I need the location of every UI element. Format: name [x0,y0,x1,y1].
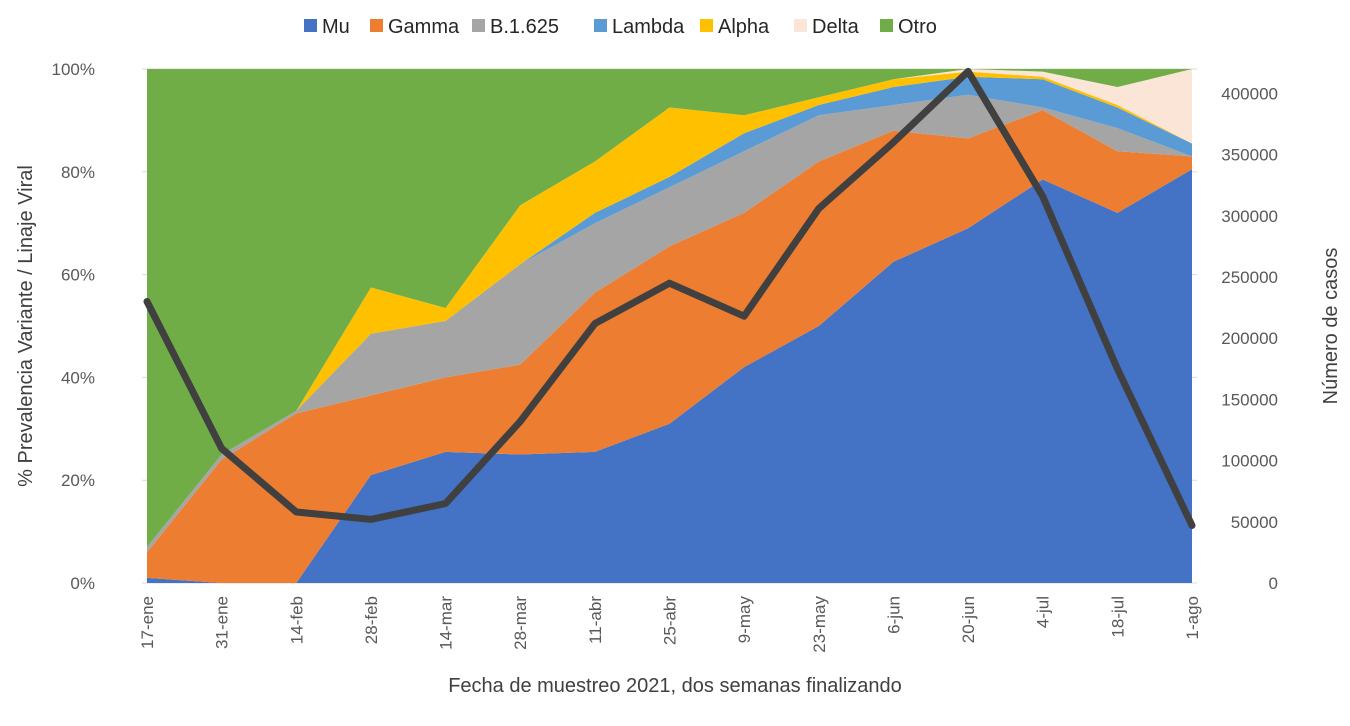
y-tick-label: 100% [52,60,95,79]
x-tick-label: 25-abr [661,596,680,645]
cases-line-layer [143,67,1196,529]
y2-tick-label: 300000 [1221,207,1278,226]
y2-tick-label: 400000 [1221,84,1278,103]
y2-tick-label: 200000 [1221,329,1278,348]
x-axis-title: Fecha de muestreo 2021, dos semanas fina… [448,675,902,697]
x-tick-label: 11-abr [586,596,605,644]
area-mu [147,169,1192,583]
legend-label: Gamma [388,16,460,38]
x-axis-ticks: 17-ene 31-ene 14-feb 28-feb 14-mar 28-mar 11-a… [138,596,1202,653]
area-alpha [147,71,1192,547]
legend-swatch [700,19,713,32]
stacked-areas [147,69,1192,583]
x-tick-label: 28-mar [511,596,530,650]
y-tick-label: 40% [61,368,95,387]
legend-label: B.1.625 [490,16,559,38]
legend-swatch [594,19,607,32]
legend-label: Lambda [612,16,685,38]
legend-swatch [880,19,893,32]
legend: Mu Gamma B.1.625 Lambda Alpha Delta Otro [304,16,937,38]
y2-tick-label: 150000 [1221,390,1278,409]
x-tick-label: 14-feb [287,596,306,644]
legend-label: Otro [898,16,937,38]
left-axis-ticks: 0% 20% 40% 60% 80% 100% [52,60,95,593]
legend-swatch [794,19,807,32]
legend-swatch [304,19,317,32]
y-tick-label: 20% [61,471,95,490]
y-axis-title: % Prevalencia Variante / Linaje Viral [15,165,37,487]
y2-tick-label: 0 [1269,574,1278,593]
area-otro [147,69,1192,547]
y2-tick-label: 100000 [1221,452,1278,471]
x-tick-label: 9-may [735,596,754,644]
x-tick-label: 20-jun [959,596,978,643]
y2-axis-title: Número de casos [1320,248,1342,405]
x-tick-label: 17-ene [138,596,157,649]
x-tick-label: 14-mar [437,596,456,650]
y2-tick-label: 250000 [1221,268,1278,287]
right-axis-ticks: 0 50000 100000 150000 200000 250000 300000 3500… [1221,84,1278,593]
legend-label: Delta [812,16,860,38]
x-tick-label: 18-jul [1108,596,1127,638]
legend-swatch [472,19,485,32]
x-tick-label: 23-may [810,596,829,653]
legend-label: Alpha [718,16,770,38]
y-tick-label: 60% [61,266,95,285]
y-tick-label: 0% [70,574,95,593]
x-tick-label: 6-jun [884,596,903,634]
cases-line [143,67,1196,529]
legend-label: Mu [322,16,350,38]
x-tick-label: 1-ago [1183,596,1202,639]
y-tick-label: 80% [61,163,95,182]
y2-tick-label: 350000 [1221,146,1278,165]
x-tick-label: 4-jul [1034,596,1053,628]
x-tick-label: 31-ene [213,596,232,649]
x-tick-label: 28-feb [362,596,381,644]
legend-swatch [370,19,383,32]
y2-tick-label: 50000 [1231,513,1278,532]
area-gamma [147,110,1192,583]
